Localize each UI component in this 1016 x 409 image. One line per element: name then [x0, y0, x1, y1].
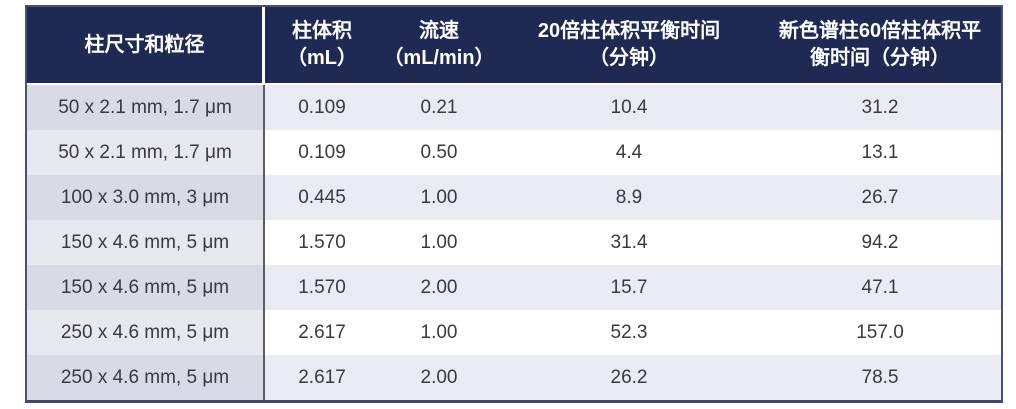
cell-flowrate: 1.00	[379, 220, 499, 265]
equilibration-time-table: 柱尺寸和粒径 柱体积 （mL） 流速 （mL/min） 20倍柱体积平衡时间 （…	[25, 5, 1003, 403]
header-col-eq-time-20x: 20倍柱体积平衡时间 （分钟）	[499, 7, 759, 83]
cell-eq-time-60x: 13.1	[759, 130, 1001, 175]
cell-eq-time-60x: 47.1	[759, 265, 1001, 310]
cell-volume: 2.617	[265, 355, 379, 400]
header-col-dimensions-label: 柱尺寸和粒径	[84, 33, 205, 56]
header-col-eq-time-60x-line1: 新色谱柱60倍柱体积平	[778, 20, 982, 42]
cell-size: 250 x 4.6 mm, 5 μm	[27, 310, 265, 355]
cell-volume: 0.109	[265, 85, 379, 130]
cell-size: 100 x 3.0 mm, 3 μm	[27, 175, 265, 220]
cell-flowrate: 1.00	[379, 310, 499, 355]
cell-eq-time-60x: 26.7	[759, 175, 1001, 220]
header-col-volume-line1: 柱体积	[292, 20, 352, 42]
cell-eq-time-20x: 4.4	[499, 130, 759, 175]
cell-eq-time-20x: 31.4	[499, 220, 759, 265]
header-col-eq-time-60x: 新色谱柱60倍柱体积平 衡时间（分钟）	[759, 7, 1001, 83]
table-row: 250 x 4.6 mm, 5 μm 2.617 2.00 26.2 78.5	[27, 355, 1001, 400]
table-row: 150 x 4.6 mm, 5 μm 1.570 2.00 15.7 47.1	[27, 265, 1001, 310]
cell-size: 50 x 2.1 mm, 1.7 μm	[27, 85, 265, 130]
cell-size: 50 x 2.1 mm, 1.7 μm	[27, 130, 265, 175]
cell-volume: 0.109	[265, 130, 379, 175]
cell-volume: 1.570	[265, 265, 379, 310]
cell-size: 150 x 4.6 mm, 5 μm	[27, 220, 265, 265]
cell-flowrate: 2.00	[379, 265, 499, 310]
cell-volume: 1.570	[265, 220, 379, 265]
cell-volume: 0.445	[265, 175, 379, 220]
header-col-volume-line2: （mL）	[287, 47, 357, 69]
cell-eq-time-60x: 157.0	[759, 310, 1001, 355]
cell-eq-time-60x: 78.5	[759, 355, 1001, 400]
cell-eq-time-20x: 8.9	[499, 175, 759, 220]
cell-volume: 2.617	[265, 310, 379, 355]
cell-eq-time-20x: 26.2	[499, 355, 759, 400]
table-row: 50 x 2.1 mm, 1.7 μm 0.109 0.50 4.4 13.1	[27, 130, 1001, 175]
header-col-flowrate: 流速 （mL/min）	[379, 7, 499, 83]
cell-size: 150 x 4.6 mm, 5 μm	[27, 265, 265, 310]
table-row: 250 x 4.6 mm, 5 μm 2.617 1.00 52.3 157.0	[27, 310, 1001, 355]
header-col-eq-time-60x-line2: 衡时间（分钟）	[810, 47, 950, 69]
table-header-row: 柱尺寸和粒径 柱体积 （mL） 流速 （mL/min） 20倍柱体积平衡时间 （…	[27, 7, 1001, 85]
cell-eq-time-20x: 52.3	[499, 310, 759, 355]
header-col-volume: 柱体积 （mL）	[265, 7, 379, 83]
cell-eq-time-20x: 10.4	[499, 85, 759, 130]
header-col-dimensions: 柱尺寸和粒径	[27, 7, 265, 83]
cell-flowrate: 0.21	[379, 85, 499, 130]
cell-flowrate: 2.00	[379, 355, 499, 400]
cell-flowrate: 1.00	[379, 175, 499, 220]
cell-eq-time-60x: 31.2	[759, 85, 1001, 130]
header-col-flowrate-line1: 流速	[419, 20, 459, 42]
table-row: 50 x 2.1 mm, 1.7 μm 0.109 0.21 10.4 31.2	[27, 85, 1001, 130]
cell-eq-time-60x: 94.2	[759, 220, 1001, 265]
header-col-flowrate-line2: （mL/min）	[383, 47, 495, 69]
header-col-eq-time-20x-line2: （分钟）	[589, 47, 669, 69]
cell-flowrate: 0.50	[379, 130, 499, 175]
cell-eq-time-20x: 15.7	[499, 265, 759, 310]
table-row: 100 x 3.0 mm, 3 μm 0.445 1.00 8.9 26.7	[27, 175, 1001, 220]
header-col-eq-time-20x-line1: 20倍柱体积平衡时间	[537, 20, 721, 42]
table-row: 150 x 4.6 mm, 5 μm 1.570 1.00 31.4 94.2	[27, 220, 1001, 265]
cell-size: 250 x 4.6 mm, 5 μm	[27, 355, 265, 400]
